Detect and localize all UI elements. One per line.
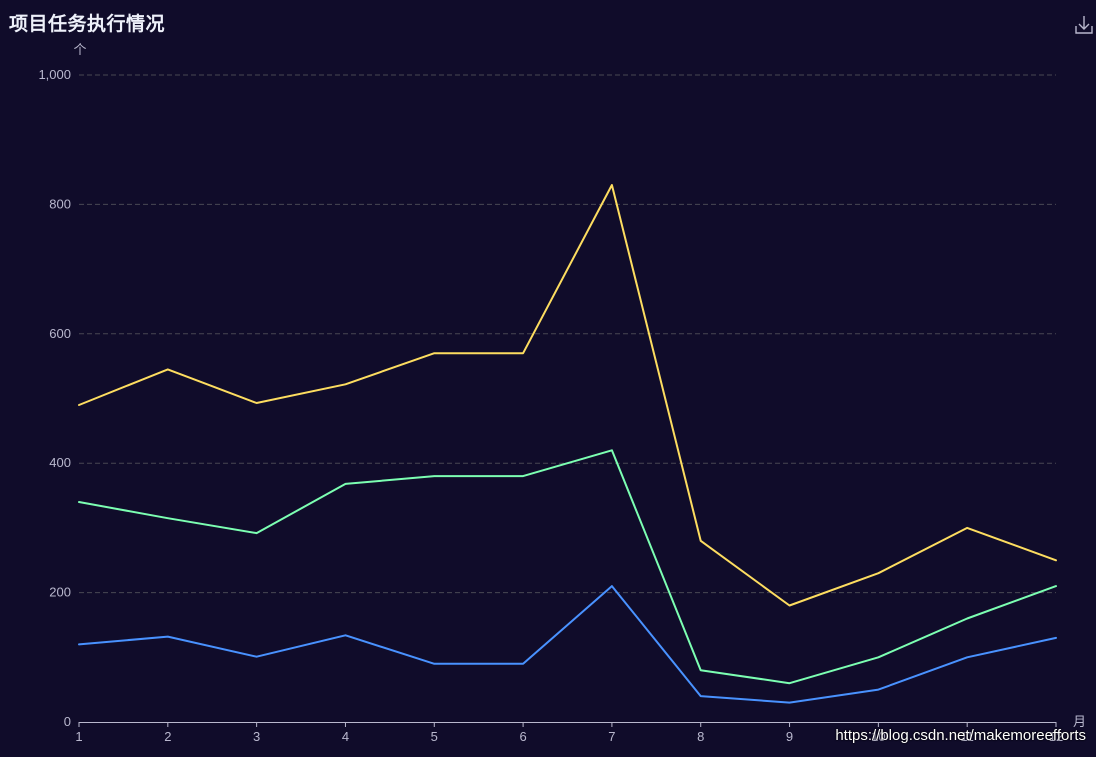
grid-lines: [79, 74, 1056, 594]
x-tick-label: 1: [75, 729, 82, 744]
x-tick-label: 8: [697, 729, 704, 744]
x-tick-label: 12: [1049, 729, 1063, 744]
y-tick-label: 600: [49, 326, 71, 341]
x-tick-label: 9: [786, 729, 793, 744]
y-tick-label: 200: [49, 585, 71, 600]
chart-title: 项目任务执行情况: [9, 13, 166, 35]
series-lines[interactable]: [78, 184, 1057, 704]
y-axis-name: 个: [73, 42, 86, 57]
watermark: https://blog.csdn.net/makemoreefforts: [835, 727, 1086, 744]
series-line-1[interactable]: [78, 585, 1057, 704]
x-tick-label: 7: [608, 729, 615, 744]
x-tick-label: 4: [342, 729, 349, 744]
y-tick-label: 1,000: [38, 67, 71, 82]
y-tick-label: 800: [49, 196, 71, 211]
series-line-3[interactable]: [78, 184, 1057, 607]
x-tick-label: 6: [519, 729, 526, 744]
x-tick-label: 11: [960, 729, 974, 744]
x-tick-label: 10: [871, 729, 885, 744]
y-tick-label: 400: [49, 455, 71, 470]
y-tick-label: 0: [64, 714, 71, 729]
x-tick-label: 3: [253, 729, 260, 744]
x-tick-label: 5: [431, 729, 438, 744]
x-axis-name: 月: [1073, 714, 1086, 729]
x-tick-label: 2: [164, 729, 171, 744]
download-button[interactable]: [1073, 14, 1095, 36]
download-icon: [1075, 16, 1093, 34]
series-line-2[interactable]: [78, 449, 1057, 685]
